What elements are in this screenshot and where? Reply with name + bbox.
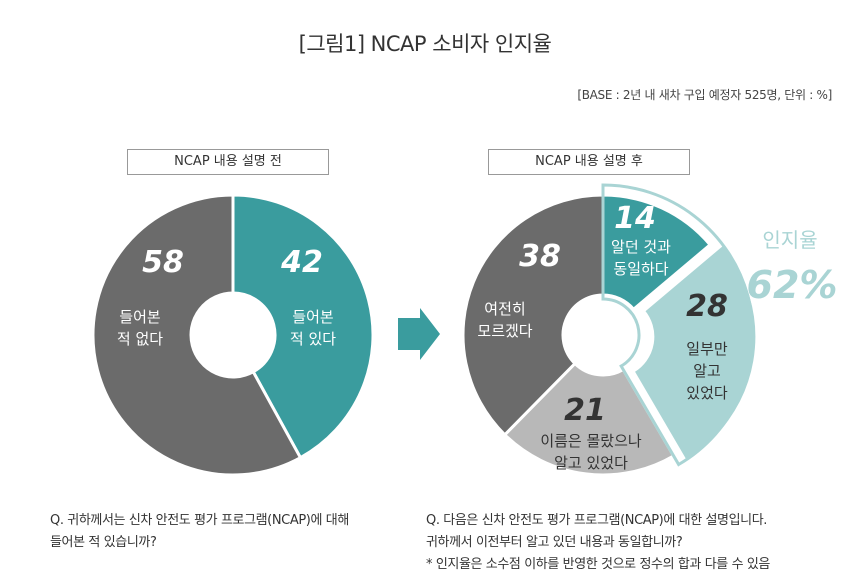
right-question-line: Q. 다음은 신차 안전도 평가 프로그램(NCAP)에 대한 설명입니다.: [426, 513, 768, 528]
value-label-0: 42: [280, 245, 323, 280]
category-label-2: 이름은 몰랐으나: [540, 432, 642, 450]
right-question: Q. 다음은 신차 안전도 평가 프로그램(NCAP)에 대한 설명입니다. 귀…: [426, 510, 846, 576]
category-label-1: 적 없다: [117, 330, 163, 348]
value-label-1: 58: [142, 245, 184, 280]
highlight-label: 인지율: [762, 228, 817, 252]
category-label-3: 모르겠다: [477, 322, 532, 340]
category-label-3: 여전히: [484, 300, 525, 318]
slice-1: [630, 241, 759, 464]
category-label-1: 들어본: [119, 308, 160, 326]
category-label-0: 적 있다: [290, 330, 336, 348]
left-question-line: 들어본 적 있습니까?: [50, 535, 157, 550]
right-question-note: * 인지율은 소수점 이하를 반영한 것으로 정수의 합과 다를 수 있음: [426, 557, 770, 572]
right-chart-label: NCAP 내용 설명 후: [488, 149, 690, 175]
value-label-2: 21: [564, 393, 606, 428]
left-question: Q. 귀하께서는 신차 안전도 평가 프로그램(NCAP)에 대해 들어본 적 …: [50, 510, 410, 554]
chart-title: [그림1] NCAP 소비자 인지율: [298, 32, 552, 56]
category-label-0: 들어본: [292, 308, 333, 326]
left-question-line: Q. 귀하께서는 신차 안전도 평가 프로그램(NCAP)에 대해: [50, 513, 349, 528]
category-label-0: 알던 것과: [611, 238, 671, 256]
slice-0: [601, 193, 713, 312]
category-label-1: 일부만: [686, 340, 728, 358]
recognition-rate: 인지율 62%: [601, 183, 838, 467]
category-label-0: 동일하다: [613, 260, 668, 278]
slice-1: [91, 193, 303, 477]
value-label-3: 38: [519, 239, 561, 274]
category-label-2: 알고 있었다: [554, 454, 628, 472]
slice-3: [461, 193, 605, 437]
left-chart-label: NCAP 내용 설명 전: [127, 149, 329, 175]
right-question-line: 귀하께서 이전부터 알고 있던 내용과 동일합니까?: [426, 535, 683, 550]
slice-2: [502, 361, 676, 477]
arrow-icon: [398, 308, 440, 360]
category-label-1: 있었다: [686, 384, 728, 402]
highlight-outline: [601, 183, 755, 467]
base-note: [BASE : 2년 내 새차 구입 예정자 525명, 단위 : %]: [577, 88, 832, 102]
category-label-1: 알고: [693, 362, 721, 380]
slice-0: [231, 193, 375, 460]
value-label-1: 28: [686, 289, 728, 324]
value-label-0: 14: [614, 201, 656, 236]
highlight-value: 62%: [747, 263, 838, 307]
